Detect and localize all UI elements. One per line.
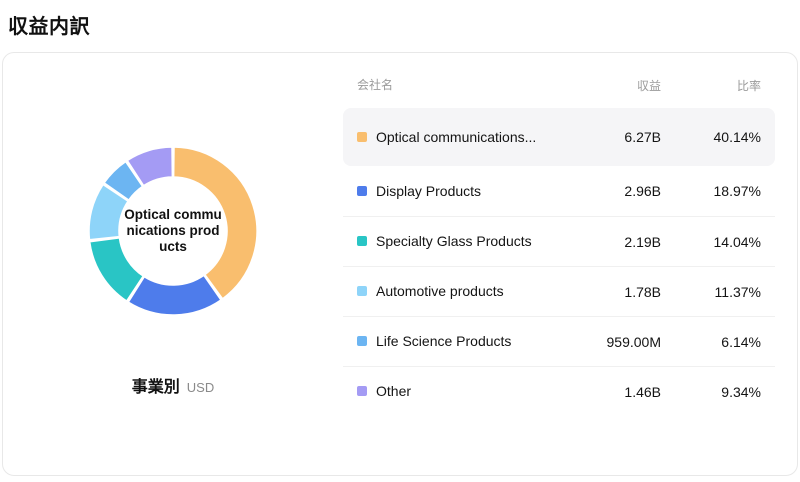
table-row[interactable]: Optical communications... 6.27B 40.14% xyxy=(343,108,775,166)
row-revenue: 2.96B xyxy=(624,183,661,199)
donut-segment[interactable] xyxy=(127,274,222,316)
row-label: Life Science Products xyxy=(376,333,512,350)
row-ratio: 14.04% xyxy=(713,233,761,250)
row-ratio: 9.34% xyxy=(721,383,761,400)
donut-svg xyxy=(88,146,258,316)
breakdown-table: 会社名 収益 比率 Optical communications... 6.27… xyxy=(343,53,797,475)
table-row[interactable]: Other 1.46B 9.34% xyxy=(343,366,775,416)
donut-segment[interactable] xyxy=(172,146,258,300)
row-revenue: 1.46B xyxy=(624,383,661,400)
chart-caption-unit: USD xyxy=(186,380,215,395)
donut-chart[interactable]: Optical communications products xyxy=(73,131,273,331)
page-title: 収益内訳 xyxy=(8,16,90,38)
row-label: Specialty Glass Products xyxy=(376,233,532,250)
table-row[interactable]: Specialty Glass Products 2.19B 14.04% xyxy=(343,216,775,266)
table-row[interactable]: Display Products 2.96B 18.97% xyxy=(343,166,775,216)
row-swatch xyxy=(357,336,367,347)
revenue-breakdown-card: Optical communications products 事業別 USD … xyxy=(2,52,798,476)
row-label: Other xyxy=(376,383,412,400)
row-ratio: 40.14% xyxy=(713,129,761,145)
donut-segment[interactable] xyxy=(88,237,145,303)
chart-caption-label: 事業別 xyxy=(131,379,180,396)
row-revenue: 1.78B xyxy=(624,283,661,300)
row-ratio: 18.97% xyxy=(713,183,761,199)
row-swatch xyxy=(357,131,367,142)
row-ratio: 6.14% xyxy=(721,333,761,350)
row-revenue: 2.19B xyxy=(624,233,661,250)
header-company: 会社名 xyxy=(357,78,394,93)
row-swatch xyxy=(357,185,367,196)
table-header-row: 会社名 収益 比率 xyxy=(343,77,775,108)
table-row[interactable]: Automotive products 1.78B 11.37% xyxy=(343,266,775,316)
donut-segment[interactable] xyxy=(88,183,130,241)
donut-center-label: Optical communications products xyxy=(124,207,222,254)
table-row[interactable]: Life Science Products 959.00M 6.14% xyxy=(343,316,775,366)
row-ratio: 11.37% xyxy=(714,283,761,300)
row-revenue: 959.00M xyxy=(606,333,661,350)
row-swatch xyxy=(357,286,367,297)
header-ratio: 比率 xyxy=(736,79,761,93)
chart-column: Optical communications products 事業別 USD xyxy=(3,53,343,475)
row-label: Automotive products xyxy=(376,283,504,300)
row-swatch xyxy=(357,236,367,247)
donut-segment[interactable] xyxy=(126,146,174,187)
row-swatch xyxy=(357,386,367,397)
row-revenue: 6.27B xyxy=(624,129,661,145)
row-label: Display Products xyxy=(376,182,482,199)
header-revenue: 収益 xyxy=(636,79,661,93)
chart-caption: 事業別 USD xyxy=(132,373,214,397)
donut-segment[interactable] xyxy=(103,160,144,202)
row-label: Optical communications... xyxy=(376,128,537,145)
